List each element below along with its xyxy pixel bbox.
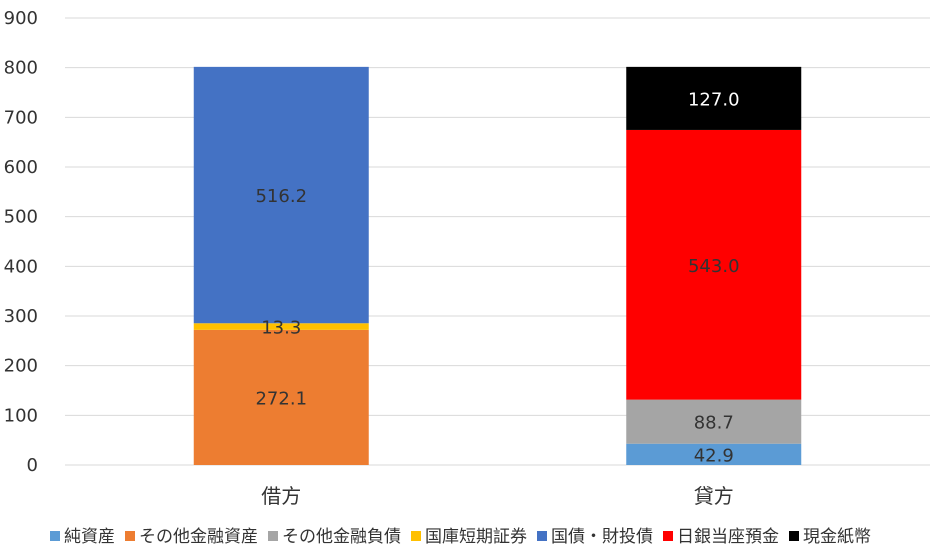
y-tick-label: 800 xyxy=(4,58,38,79)
x-axis-categories: 借方 貸方 xyxy=(261,484,734,508)
legend: 純資産 その他金融資産 その他金融負債 国庫短期証券 国債・財投債 日銀当座預金 現金紙幣 xyxy=(50,527,871,547)
legend-swatch xyxy=(789,531,799,541)
data-label: 88.7 xyxy=(694,413,734,434)
bar-segment xyxy=(626,443,802,465)
legend-swatch xyxy=(50,531,60,541)
y-tick-label: 0 xyxy=(27,455,38,476)
y-tick-label: 400 xyxy=(4,256,38,277)
legend-label: 国庫短期証券 xyxy=(425,527,527,547)
y-tick-label: 900 xyxy=(4,8,38,29)
legend-swatch xyxy=(411,531,421,541)
bar-segment xyxy=(193,323,369,330)
legend-label: その他金融資産 xyxy=(139,527,258,547)
legend-label: 国債・財投債 xyxy=(551,527,653,547)
y-tick-label: 700 xyxy=(4,107,38,128)
legend-swatch xyxy=(268,531,278,541)
x-category-label: 借方 xyxy=(261,484,301,508)
data-label: 127.0 xyxy=(688,89,740,110)
y-tick-label: 100 xyxy=(4,405,38,426)
legend-label: 純資産 xyxy=(64,527,115,547)
x-category-label: 貸方 xyxy=(694,484,734,508)
bar-segment xyxy=(193,329,369,465)
y-tick-label: 600 xyxy=(4,157,38,178)
bars xyxy=(193,66,802,465)
legend-swatch xyxy=(125,531,135,541)
y-axis-ticks: 0 100 200 300 400 500 600 700 800 900 xyxy=(4,8,38,476)
legend-swatch xyxy=(663,531,673,541)
bar-segment xyxy=(626,129,802,400)
y-tick-label: 200 xyxy=(4,356,38,377)
data-label: 543.0 xyxy=(688,256,740,277)
data-labels: 272.1 13.3 516.2 42.9 88.7 543.0 127.0 xyxy=(255,89,739,466)
legend-label: 日銀当座預金 xyxy=(677,527,779,547)
legend-label: 現金紙幣 xyxy=(803,527,871,547)
legend-label: その他金融負債 xyxy=(282,527,401,547)
legend-swatch xyxy=(537,531,547,541)
bar-segment xyxy=(626,66,802,130)
data-label: 13.3 xyxy=(261,318,301,339)
data-label: 42.9 xyxy=(694,445,734,466)
y-tick-label: 500 xyxy=(4,207,38,228)
bar-segment xyxy=(193,66,369,324)
data-label: 516.2 xyxy=(255,186,307,207)
y-tick-label: 300 xyxy=(4,306,38,327)
bar-segment xyxy=(626,399,802,444)
data-label: 272.1 xyxy=(255,388,307,409)
